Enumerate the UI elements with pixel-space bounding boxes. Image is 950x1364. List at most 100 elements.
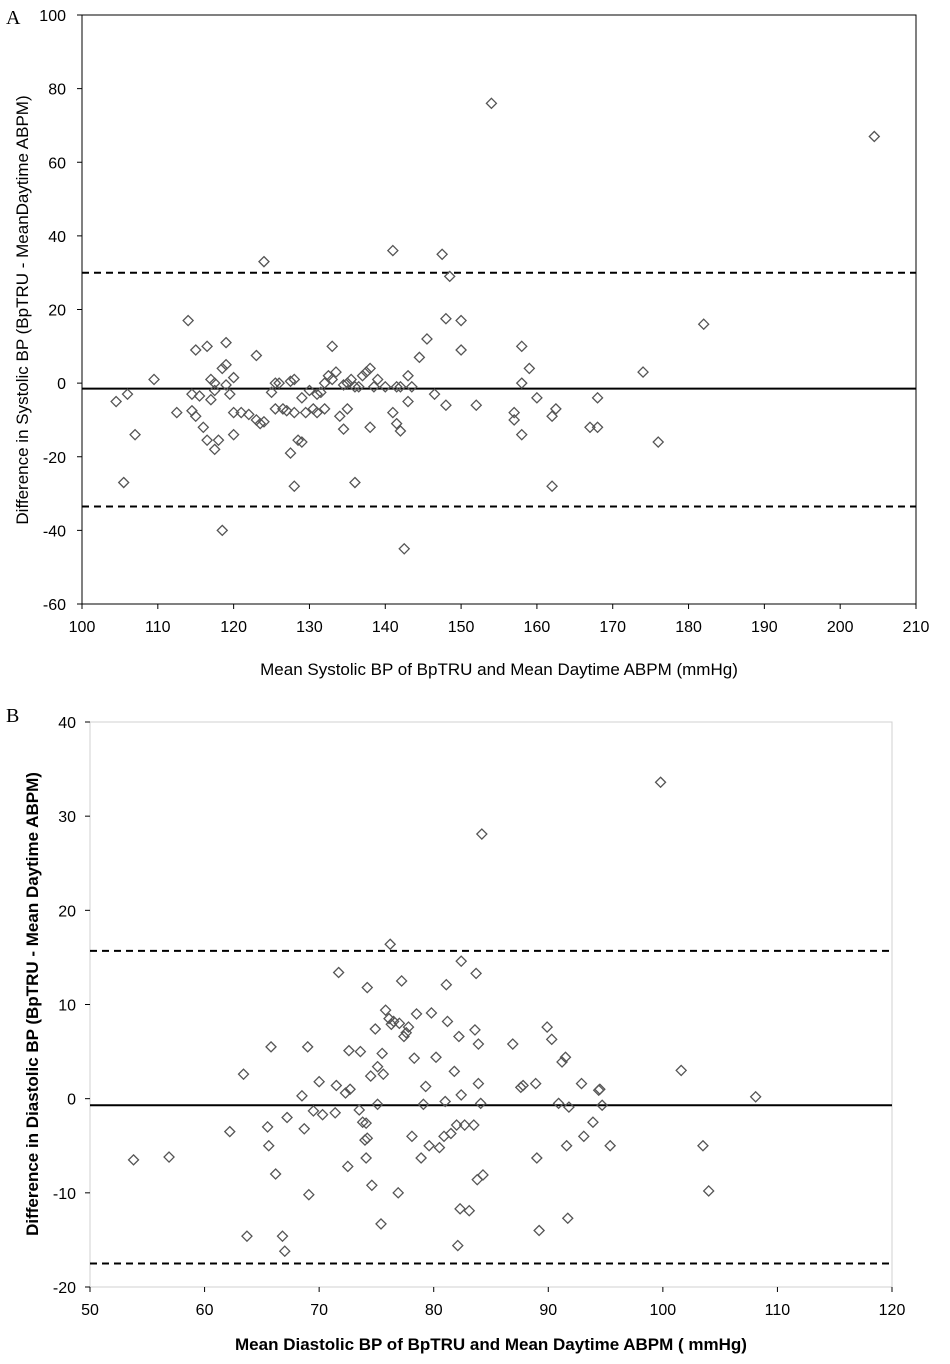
panel-b-plot-area — [89, 721, 893, 1288]
panel-b-data-point — [506, 1038, 519, 1050]
panel-b-data-point — [423, 1139, 436, 1152]
panel-b-data-point — [269, 1168, 282, 1180]
panel-a-data-point — [223, 388, 236, 401]
panel-a-data-point — [254, 417, 267, 430]
panel-a-data-point — [402, 395, 414, 408]
panel-a-data-point — [337, 379, 350, 391]
panel-b-data-point — [402, 1021, 415, 1034]
panel-a-data-point — [311, 388, 323, 401]
panel-a-data-point — [637, 366, 649, 379]
panel-a-data-point — [591, 421, 604, 434]
panel-a-data-point — [364, 362, 377, 375]
panel-a-data-point — [250, 349, 263, 362]
panel-a-data-point — [269, 377, 282, 390]
panel-b-data-point — [341, 1160, 354, 1173]
panel-a-x-tick-label: 160 — [524, 619, 551, 636]
panel-b-data-point — [444, 1127, 457, 1140]
panel-a-data-point — [394, 380, 407, 393]
panel-b-data-point — [307, 1104, 320, 1117]
panel-a-data-point — [235, 406, 248, 419]
panel-b-data-point — [406, 1130, 418, 1143]
panel-b-data-point — [470, 967, 483, 980]
panel-a-data-point — [523, 362, 536, 375]
panel-b-x-axis: 50 60 70 80 90 100 110 120 — [81, 1287, 905, 1319]
panel-b-data-point — [410, 1007, 423, 1020]
panel-a-data-point — [208, 443, 221, 456]
panel-a-data-point — [515, 340, 528, 353]
panel-a-data-point — [349, 380, 361, 393]
panel-a-y-tick-label: 20 — [48, 303, 66, 320]
panel-a-data-point — [546, 480, 558, 493]
panel-a-data-point — [470, 399, 483, 412]
panel-a-data-point — [292, 434, 305, 447]
panel-b-data-point — [237, 1068, 250, 1081]
panel-b-data-point — [541, 1021, 554, 1034]
panel-a-data-point — [421, 333, 433, 345]
panel-a-data-point — [515, 377, 528, 390]
panel-a-data-point — [170, 406, 183, 419]
panel-b-data-point — [377, 1068, 390, 1081]
panel-b-data-point — [361, 1132, 374, 1145]
panel-b-data-point — [261, 1120, 274, 1133]
panel-b-data-point — [344, 1083, 356, 1096]
panel-b-y-tick-label: 30 — [58, 809, 76, 826]
panel-b-data-point — [430, 1051, 442, 1064]
panel-a-data-point — [360, 366, 373, 379]
panel-a-data-point — [220, 379, 232, 391]
panel-b-data-point — [596, 1099, 609, 1112]
panel-a-data-point — [371, 373, 384, 386]
panel-a-data-point — [386, 406, 399, 419]
panel-a-data-point — [303, 384, 316, 397]
panel-b-data-point — [223, 1125, 236, 1138]
panel-b-data-point — [529, 1077, 542, 1090]
panel-b-data-point — [702, 1185, 715, 1197]
panel-b-data-point — [454, 1202, 466, 1215]
panel-a-x-tick-label: 110 — [145, 619, 171, 636]
panel-a-data-point — [212, 434, 225, 447]
panel-a-data-point — [288, 373, 301, 386]
panel-b-data-point — [415, 1152, 428, 1164]
panel-b-data-point — [281, 1111, 293, 1124]
panel-b-data-point — [354, 1045, 367, 1058]
panel-b-data-point — [384, 938, 397, 951]
panel-b-data-point — [365, 1179, 378, 1192]
panel-a-data-point — [121, 388, 134, 401]
panel-a-data-point — [349, 476, 361, 489]
panel-b-data-point — [533, 1224, 546, 1237]
panel-b-data-point — [395, 975, 408, 987]
panel-b-data-point — [450, 1119, 463, 1131]
panel-a-data-point — [455, 314, 468, 327]
panel-a-y-tick-label: -40 — [43, 523, 66, 540]
panel-a-data-point — [591, 391, 604, 404]
panel-b-data-point — [265, 1040, 277, 1053]
panel-a-data-point — [455, 344, 468, 356]
panel-a-data-point — [379, 380, 392, 393]
panel-a-data-point — [330, 366, 342, 379]
panel-a-data-point — [326, 340, 339, 353]
panel-b-data-point — [697, 1139, 709, 1152]
panel-a-data-point — [394, 425, 407, 437]
panel-b-data-point — [392, 1186, 405, 1199]
panel-b-data-point — [278, 1245, 291, 1258]
panel-a-data-point — [352, 380, 365, 393]
panel-a-data-point — [197, 421, 210, 434]
panel-a-data-point — [265, 386, 278, 399]
panel-a-data-point — [295, 391, 308, 404]
panel-b-y-axis: -20 -10 0 10 20 30 40 — [53, 715, 90, 1297]
panel-a-x-axis: 100 110 120 130 140 150 160 170 180 190 200 210 — [69, 604, 929, 636]
panel-a-data-point — [314, 386, 327, 399]
panel-b-data-point — [425, 1007, 438, 1019]
panel-b-data-point — [361, 981, 374, 994]
panel-a-data-point — [530, 391, 543, 404]
panel-b-data-point — [313, 1075, 326, 1088]
panel-b-data-point — [360, 1152, 373, 1164]
panel-b-data-point — [356, 1116, 369, 1129]
panel-b-data-point — [463, 1204, 476, 1217]
panel-a-data-point — [227, 428, 240, 441]
panel-a-data-point — [276, 402, 289, 415]
panel-b-data-point — [475, 828, 488, 840]
panel-a-plot-area — [81, 14, 917, 605]
panel-a-data-point — [227, 371, 240, 384]
panel-a-data-point — [201, 434, 214, 447]
panel-a-data-point — [868, 130, 881, 143]
